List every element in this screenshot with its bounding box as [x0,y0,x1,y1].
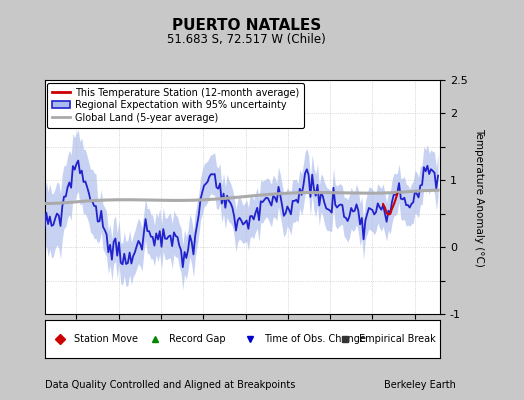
Text: Station Move: Station Move [74,334,138,344]
Y-axis label: Temperature Anomaly (°C): Temperature Anomaly (°C) [474,128,484,266]
Text: 51.683 S, 72.517 W (Chile): 51.683 S, 72.517 W (Chile) [167,33,325,46]
Text: Data Quality Controlled and Aligned at Breakpoints: Data Quality Controlled and Aligned at B… [45,380,295,390]
Legend: This Temperature Station (12-month average), Regional Expectation with 95% uncer: This Temperature Station (12-month avera… [48,83,304,128]
Text: PUERTO NATALES: PUERTO NATALES [172,18,321,33]
Text: Empirical Break: Empirical Break [359,334,436,344]
Text: Time of Obs. Change: Time of Obs. Change [264,334,366,344]
Text: Record Gap: Record Gap [169,334,226,344]
Text: Berkeley Earth: Berkeley Earth [384,380,456,390]
